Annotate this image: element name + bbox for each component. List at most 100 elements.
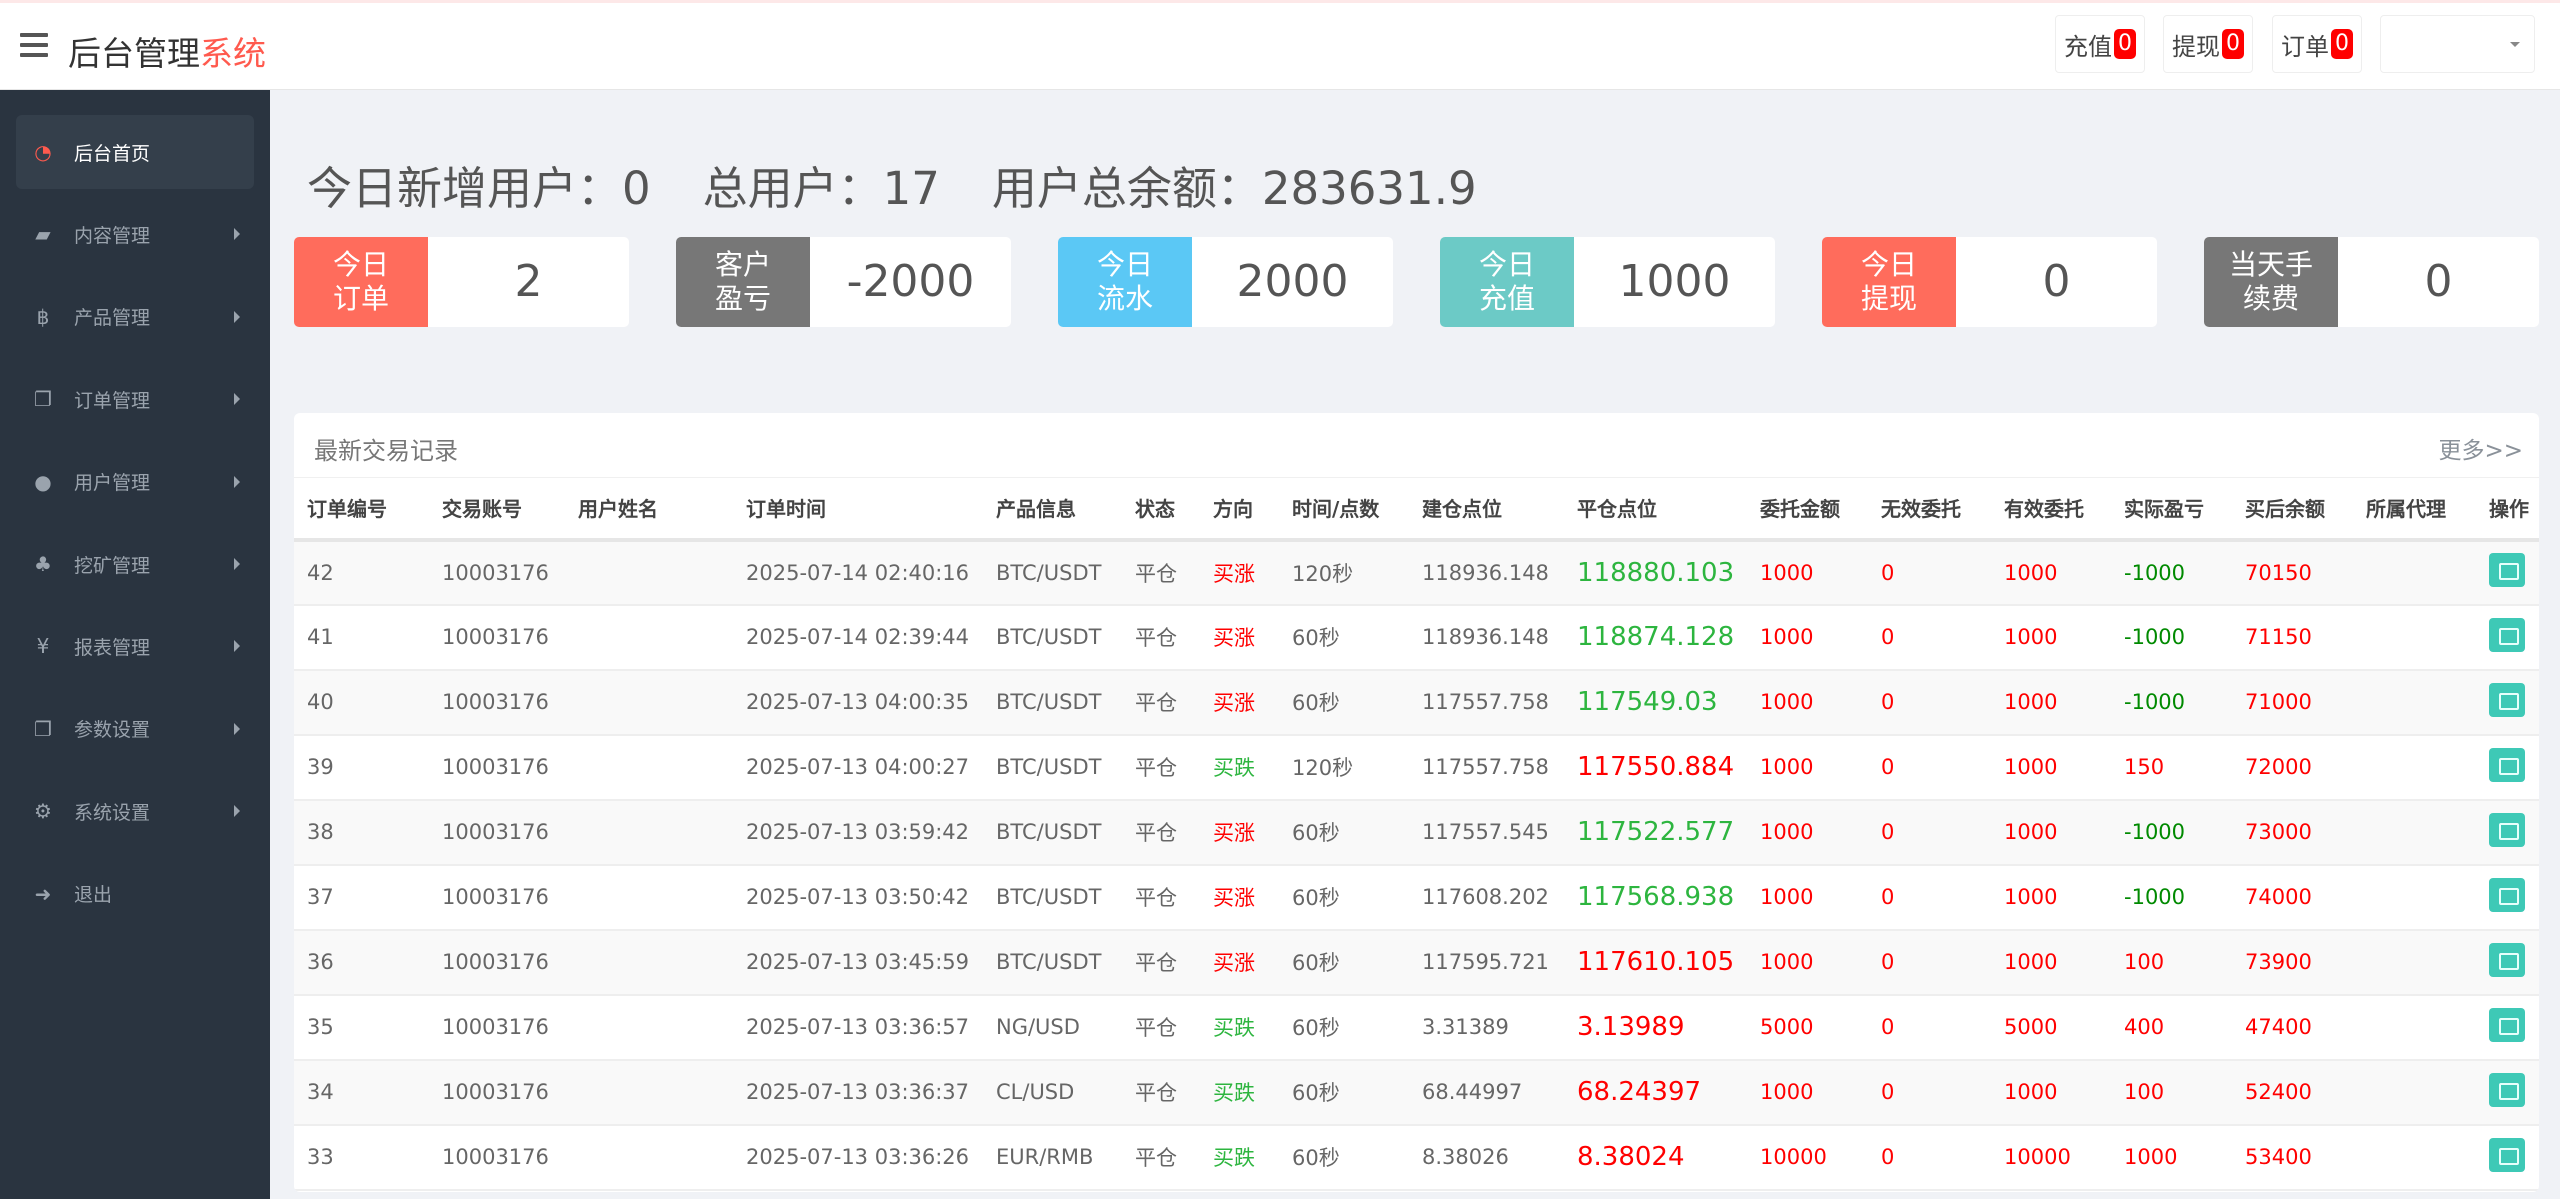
sidebar-item-1[interactable]: ▰ 内容管理 [16,197,254,271]
table-cell: 52400 [2232,1059,2353,1126]
sidebar-item-4[interactable]: ● 用户管理 [16,445,254,519]
sidebar-item-3[interactable]: ❐ 订单管理 [16,362,254,436]
topbar-orders-button[interactable]: 订单 0 [2272,15,2362,73]
sidebar-item-0[interactable]: ◔ 后台首页 [16,115,254,189]
topbar-withdraw-button[interactable]: 提现 0 [2163,15,2253,73]
more-link[interactable]: 更多>> [2438,438,2523,464]
stat-card-label: 客户盈亏 [676,237,810,327]
sidebar-item-6[interactable]: ¥ 报表管理 [16,609,254,683]
table-cell: 60秒 [1279,799,1409,866]
table-cell: 118874.128 [1564,604,1747,671]
table-cell: 36 [294,929,429,996]
table-cell: 买涨 [1200,864,1279,931]
user-dropdown[interactable] [2380,15,2535,73]
table-cell: 1000 [1747,604,1868,671]
table-cell: -1000 [2111,539,2232,606]
table-cell: 买跌 [1200,734,1279,801]
bitcoin-icon: ฿ [36,304,50,329]
table-cell: 10003176 [429,539,565,606]
table-cell: 38 [294,799,429,866]
table-cell: 47400 [2232,994,2353,1061]
table-cell [565,1124,733,1191]
table-cell [2353,994,2476,1061]
sidebar-item-2[interactable]: ฿ 产品管理 [16,280,254,354]
sidebar-item-7[interactable]: ❐ 参数设置 [16,692,254,766]
table-cell: 2025-07-13 03:50:42 [733,864,983,931]
view-detail-button[interactable] [2489,877,2525,912]
table-cell: 117608.202 [1409,864,1564,931]
table-cell: 10003176 [429,1124,565,1191]
table-cell: 10003176 [429,669,565,736]
view-detail-button[interactable] [2489,747,2525,782]
view-detail-button[interactable] [2489,553,2525,587]
table-cell: 1000 [1747,734,1868,801]
table-cell: 1000 [2111,1124,2232,1191]
table-cell: 10003176 [429,929,565,996]
table-cell: 买涨 [1200,799,1279,866]
table-cell: 买涨 [1200,669,1279,736]
topbar-button-label: 充值 [2064,32,2112,61]
table-cell [2353,1059,2476,1126]
count-badge: 0 [2222,29,2244,59]
sidebar: ◔ 后台首页 ▰ 内容管理 ฿ 产品管理 ❐ 订单管理 ● 用户管理 ♣ 挖矿管理 ¥ 报表管理 ❐ 参数设置… [0,90,270,1199]
table-cell: 5000 [1747,994,1868,1061]
table-row: 34 10003176 2025-07-13 03:36:37 CL/USD 平仓 买跌 6… [294,1059,2539,1126]
table-cell: 117595.721 [1409,929,1564,996]
column-header: 所属代理 [2353,477,2476,542]
view-detail-button[interactable] [2489,1137,2525,1172]
column-header: 产品信息 [983,477,1122,542]
table-cell: 1000 [1991,929,2111,996]
table-cell: 1000 [1991,604,2111,671]
topbar-recharge-button[interactable]: 充值 0 [2055,15,2145,73]
sidebar-item-label: 产品管理 [74,307,151,330]
table-cell: 74000 [2232,864,2353,931]
table-cell: 平仓 [1122,539,1200,606]
menu-icon[interactable] [20,33,48,57]
view-detail-button[interactable] [2489,942,2525,977]
sidebar-item-label: 系统设置 [74,801,151,824]
table-cell: 10003176 [429,1059,565,1126]
table-cell: 1000 [1747,799,1868,866]
column-header: 状态 [1122,477,1200,542]
view-detail-button[interactable] [2489,617,2525,652]
table-cell: BTC/USDT [983,929,1122,996]
table-row: 38 10003176 2025-07-13 03:59:42 BTC/USDT 平仓买… [294,799,2539,866]
sidebar-item-9[interactable]: ➜ 退出 [16,857,254,931]
book-icon: ▰ [35,222,51,247]
view-detail-button[interactable] [2489,1007,2525,1042]
table-cell: 10000 [1991,1124,2111,1191]
table-cell: 买跌 [1200,1059,1279,1126]
stat-card: 今日充值 1000 [1440,237,1775,327]
table-cell: BTC/USDT [983,539,1122,606]
view-detail-button[interactable] [2489,1072,2525,1107]
table-cell: 117557.758 [1409,734,1564,801]
sidebar-item-8[interactable]: ⚙ 系统设置 [16,774,254,848]
user-icon: ● [34,469,52,494]
table-cell: 34 [294,1059,429,1126]
table-cell: 5000 [1991,994,2111,1061]
table-row: 39 10003176 2025-07-13 04:00:27 BTC/USDT 平仓买… [294,734,2539,801]
panel-title: 最新交易记录 [314,437,458,465]
table-cell: 117568.938 [1564,864,1747,931]
table-cell: 平仓 [1122,799,1200,866]
column-header: 用户姓名 [565,477,733,542]
table-cell [2476,1124,2539,1191]
stat-card: 客户盈亏 -2000 [676,237,1011,327]
table-cell: 117549.03 [1564,669,1747,736]
table-cell: 100 [2111,929,2232,996]
caret-right-icon [234,228,240,241]
table-cell [565,864,733,931]
view-detail-button[interactable] [2489,812,2525,847]
table-cell: 10003176 [429,604,565,671]
stat-card-label-text: 今日充值 [1478,248,1535,315]
table-cell: BTC/USDT [983,604,1122,671]
table-cell [565,604,733,671]
table-cell: 70150 [2232,539,2353,606]
caret-right-icon [234,640,240,653]
table-cell [565,994,733,1061]
column-header: 订单时间 [733,477,983,542]
sidebar-item-5[interactable]: ♣ 挖矿管理 [16,527,254,601]
table-cell: 3.13989 [1564,994,1747,1061]
view-detail-button[interactable] [2489,682,2525,717]
table-cell: 2025-07-13 03:59:42 [733,799,983,866]
